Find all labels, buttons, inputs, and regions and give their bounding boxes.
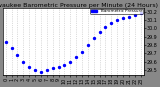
Point	[92, 38, 95, 39]
Point	[87, 44, 89, 46]
Point	[45, 70, 48, 71]
Point	[116, 19, 118, 21]
Point	[139, 13, 142, 14]
Point	[57, 66, 60, 68]
Point	[16, 54, 19, 56]
Point	[110, 23, 113, 24]
Point	[133, 14, 136, 16]
Point	[63, 64, 66, 66]
Point	[104, 26, 107, 27]
Point	[98, 31, 101, 32]
Legend: Barometric Pressure: Barometric Pressure	[90, 9, 143, 14]
Point	[128, 16, 130, 17]
Point	[69, 61, 72, 62]
Point	[4, 41, 7, 42]
Point	[10, 48, 13, 49]
Title: Milwaukee Barometric Pressure per Minute (24 Hours): Milwaukee Barometric Pressure per Minute…	[0, 3, 158, 8]
Point	[122, 17, 124, 19]
Point	[81, 51, 83, 52]
Point	[28, 66, 30, 68]
Point	[22, 61, 25, 62]
Point	[40, 71, 42, 73]
Point	[34, 70, 36, 71]
Point	[51, 68, 54, 69]
Point	[75, 56, 77, 57]
